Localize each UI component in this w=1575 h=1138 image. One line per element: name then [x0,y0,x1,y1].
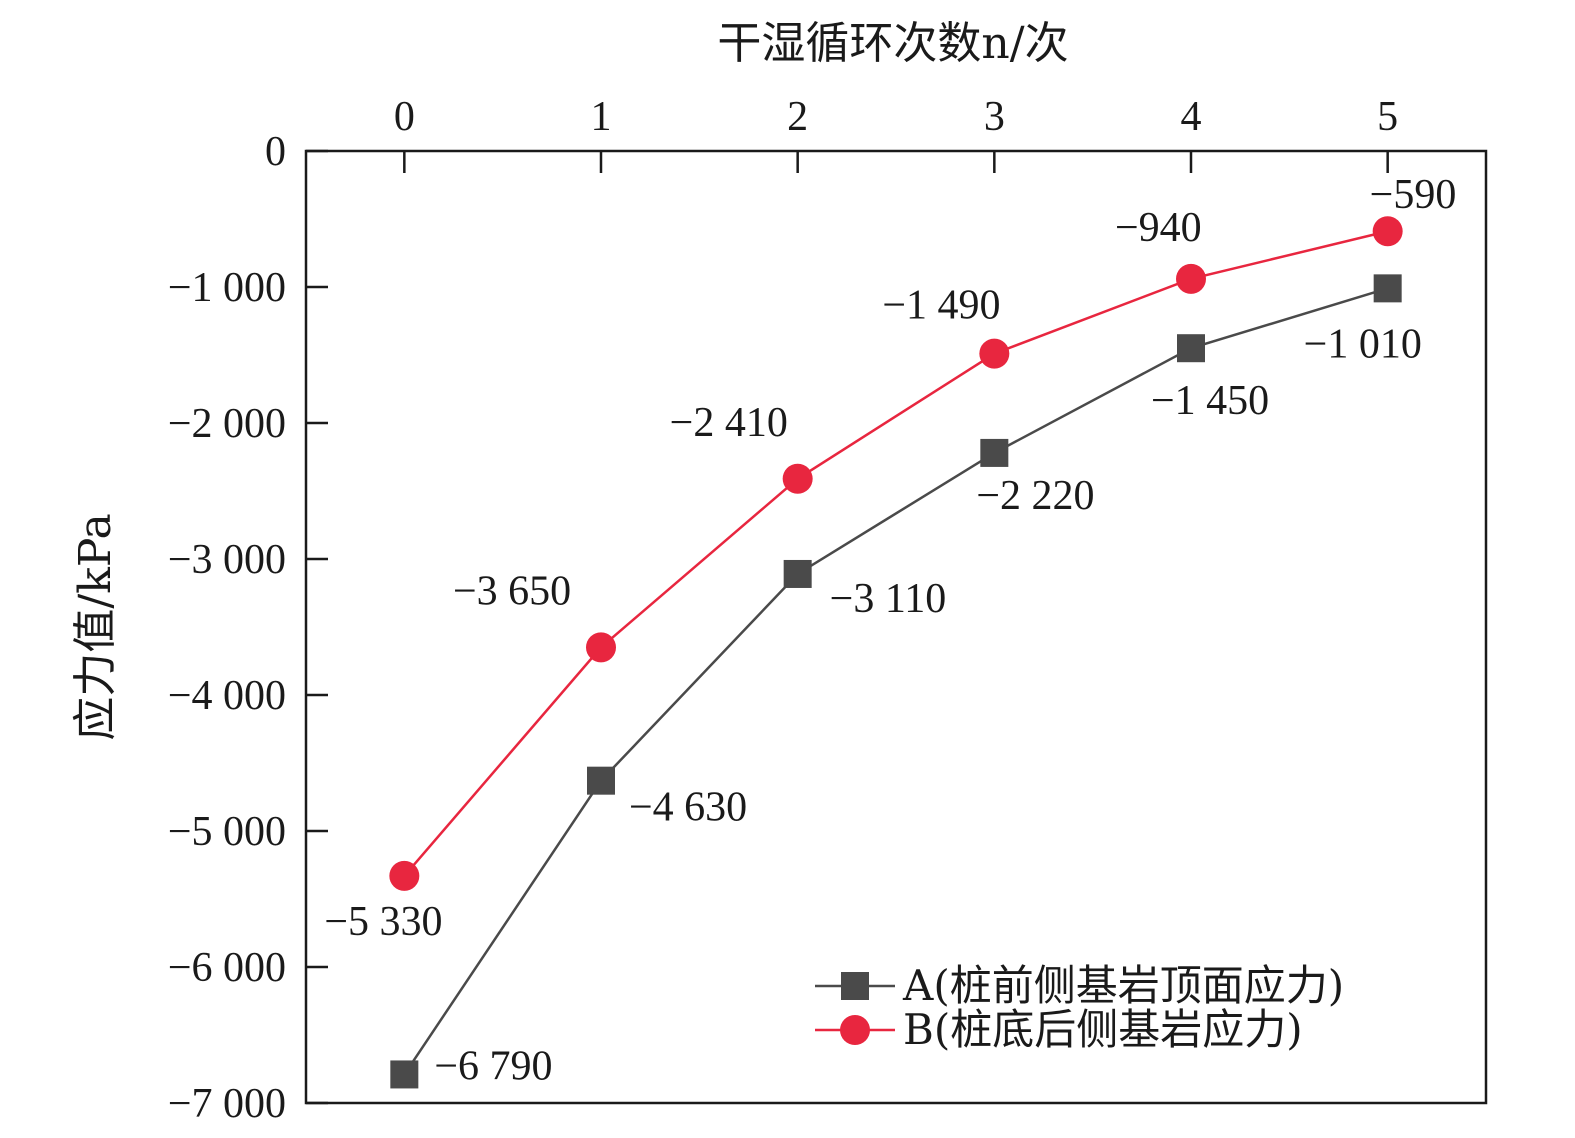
y-tick-label: −1 000 [168,265,286,311]
data-point-square [1177,334,1205,363]
legend-label: A(桩前侧基岩顶面应力) [902,961,1344,1010]
data-label: −6 790 [434,1043,552,1089]
data-label: −2 220 [976,473,1094,519]
series-lines [403,230,1389,1076]
series-line-0 [403,287,1389,1076]
data-point-circle [782,463,813,494]
data-label: −4 630 [629,785,747,831]
x-axis-ticks: 0 1 2 3 4 5 [394,94,1398,173]
x-tick-label: 0 [394,94,415,140]
y-tick-label: −6 000 [168,945,286,991]
data-label: −3 110 [830,576,947,622]
data-point-circle [586,632,616,663]
y-tick-label: −4 000 [168,673,286,719]
data-point-circle [389,860,420,891]
data-label: −940 [1115,205,1202,251]
data-point-square [390,1060,419,1089]
y-axis-ticks: 0 −1 000 −2 000 −3 000 −4 000 −5 000 −6 000 −7 … [168,129,328,1127]
data-label: −2 410 [670,400,788,446]
y-tick-label: −2 000 [168,401,286,447]
data-label: −3 650 [453,568,571,614]
data-point-circle [979,338,1010,369]
data-label: −1 450 [1151,378,1269,424]
legend-marker-square [841,972,869,1000]
y-axis-title: 应力值/kPa [70,513,121,740]
x-tick-label: 2 [787,94,808,140]
legend: A(桩前侧基岩顶面应力)B(桩底后侧基岩应力) [815,961,1344,1054]
data-point-circle [1176,263,1206,294]
data-labels: −6 790 −4 630 −3 110 −2 220 −1 450 −1 010 −5 3… [324,172,1456,1089]
y-tick-label: −5 000 [168,809,286,855]
data-label: −5 330 [324,899,442,945]
data-label: −590 [1370,172,1457,218]
y-tick-label: −7 000 [168,1081,286,1127]
x-axis-title: 干湿循环次数n/次 [717,18,1068,69]
x-tick-label: 4 [1181,94,1202,140]
data-label: −1 010 [1304,321,1422,367]
x-tick-label: 1 [591,94,612,140]
data-label: −1 490 [882,283,1000,329]
data-point-square [587,766,615,795]
plot-frame [304,149,1488,1105]
data-point-square [783,559,812,588]
legend-marker-circle [840,1015,870,1045]
legend-label: B(桩底后侧基岩应力) [903,1005,1303,1054]
y-tick-label: 0 [265,129,286,175]
series-markers [389,216,1403,1089]
x-tick-label: 5 [1377,94,1398,140]
y-tick-label: −3 000 [168,537,286,583]
series-line-1 [403,230,1388,877]
data-point-square [980,438,1009,467]
x-tick-label: 3 [984,94,1005,140]
data-point-circle [1372,216,1403,247]
data-point-square [1373,274,1402,303]
